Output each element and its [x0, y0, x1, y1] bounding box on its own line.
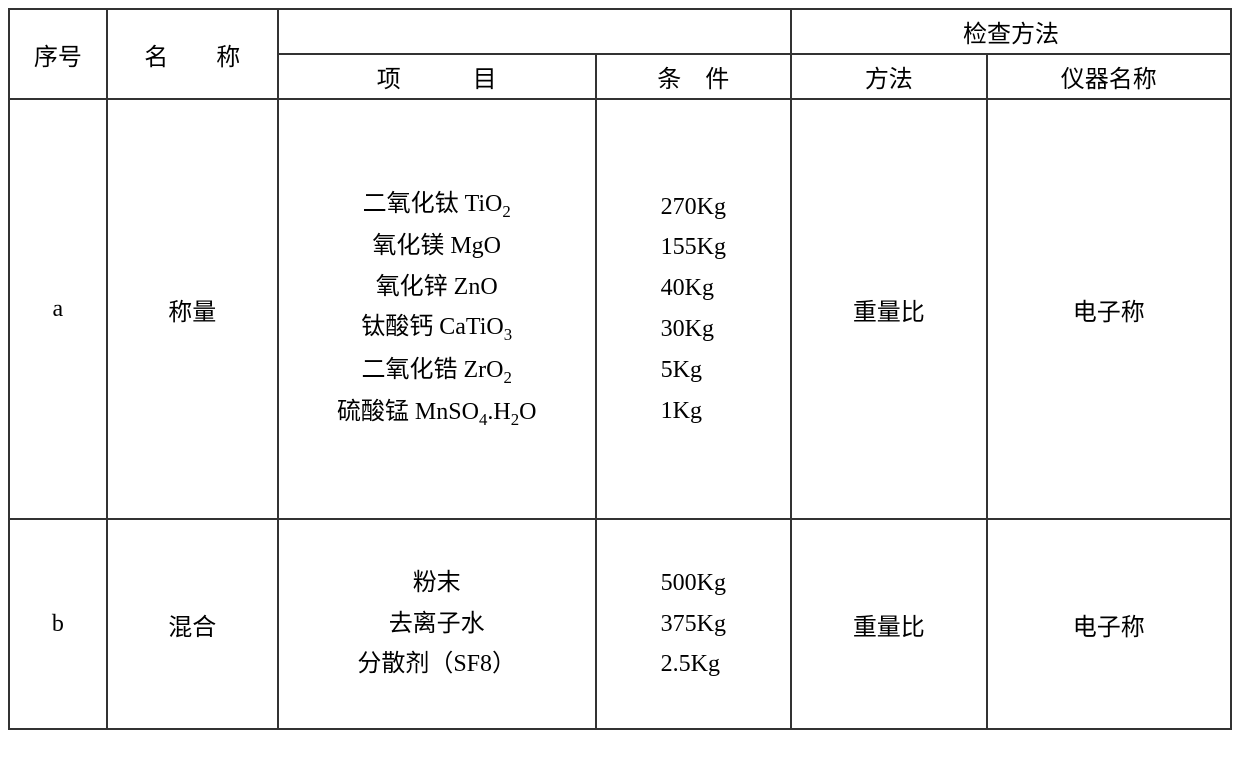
header-blank-group: [278, 9, 791, 54]
process-table: 序号 名 称 检查方法 项 目 条 件 方法 仪器名称 a 称量 二氧化钛 Ti…: [8, 8, 1232, 730]
item-list-a: 二氧化钛 TiO2 氧化镁 MgO 氧化锌 ZnO 钛酸钙 CaTiO3 二氧化…: [283, 184, 591, 435]
header-instrument: 仪器名称: [987, 54, 1231, 99]
header-inspection-group: 检查方法: [791, 9, 1231, 54]
cond-b-0: 500Kg: [661, 563, 726, 604]
header-method: 方法: [791, 54, 987, 99]
item-list-b: 粉末 去离子水 分散剂（SF8）: [283, 563, 591, 685]
header-name: 名 称: [107, 9, 278, 99]
item-a-1: 氧化镁 MgO: [283, 226, 591, 267]
cell-cond-a: 270Kg 155Kg 40Kg 30Kg 5Kg 1Kg: [596, 99, 792, 519]
row-a: a 称量 二氧化钛 TiO2 氧化镁 MgO 氧化锌 ZnO 钛酸钙 CaTiO…: [9, 99, 1231, 519]
item-b-0: 粉末: [283, 563, 591, 604]
cond-b-1: 375Kg: [661, 604, 726, 645]
cond-a-0: 270Kg: [661, 187, 726, 228]
header-row-1: 序号 名 称 检查方法: [9, 9, 1231, 54]
cell-seq-a: a: [9, 99, 107, 519]
cond-a-1: 155Kg: [661, 227, 726, 268]
row-b: b 混合 粉末 去离子水 分散剂（SF8） 500Kg 375Kg 2.5Kg …: [9, 519, 1231, 729]
cond-a-5: 1Kg: [661, 391, 726, 432]
header-cond: 条 件: [596, 54, 792, 99]
cell-item-b: 粉末 去离子水 分散剂（SF8）: [278, 519, 596, 729]
header-seq: 序号: [9, 9, 107, 99]
cond-a-4: 5Kg: [661, 350, 726, 391]
cell-item-a: 二氧化钛 TiO2 氧化镁 MgO 氧化锌 ZnO 钛酸钙 CaTiO3 二氧化…: [278, 99, 596, 519]
cond-a-3: 30Kg: [661, 309, 726, 350]
cell-instrument-b: 电子称: [987, 519, 1231, 729]
item-a-3: 钛酸钙 CaTiO3: [283, 307, 591, 349]
item-a-4: 二氧化锆 ZrO2: [283, 350, 591, 392]
cell-method-a: 重量比: [791, 99, 987, 519]
cond-list-b: 500Kg 375Kg 2.5Kg: [661, 563, 726, 685]
cell-cond-b: 500Kg 375Kg 2.5Kg: [596, 519, 792, 729]
cond-a-2: 40Kg: [661, 268, 726, 309]
item-b-2: 分散剂（SF8）: [283, 644, 591, 685]
item-a-0: 二氧化钛 TiO2: [283, 184, 591, 226]
cond-b-2: 2.5Kg: [661, 644, 726, 685]
header-item: 项 目: [278, 54, 596, 99]
cond-list-a: 270Kg 155Kg 40Kg 30Kg 5Kg 1Kg: [661, 187, 726, 432]
cell-name-a: 称量: [107, 99, 278, 519]
cell-name-b: 混合: [107, 519, 278, 729]
cell-instrument-a: 电子称: [987, 99, 1231, 519]
item-a-5: 硫酸锰 MnSO4.H2O: [283, 392, 591, 434]
cell-method-b: 重量比: [791, 519, 987, 729]
cell-seq-b: b: [9, 519, 107, 729]
item-a-2: 氧化锌 ZnO: [283, 267, 591, 308]
item-b-1: 去离子水: [283, 604, 591, 645]
